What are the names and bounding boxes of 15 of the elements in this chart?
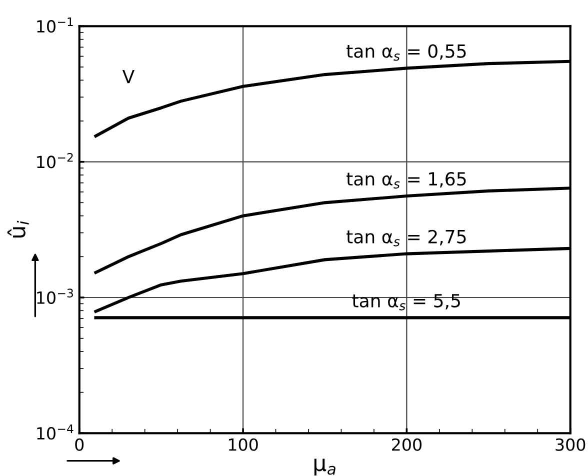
y-tick-label: 10$^{−4}$ xyxy=(37,424,74,440)
series-label: tan α$_{s}$ = 0,55 xyxy=(346,44,466,61)
y-tick-label: 10$^{−2}$ xyxy=(37,153,73,168)
series-label: tan α$_{s}$ = 1,65 xyxy=(346,172,466,189)
series-label: tan α$_{s}$ = 2,75 xyxy=(346,230,466,246)
series-label: tan α$_{s}$ = 5,5 xyxy=(352,294,460,310)
y-axis-title: û$_{i}$ xyxy=(7,220,29,238)
x-tick-label: 0 xyxy=(75,438,84,451)
y-tick-label: 10$^{−3}$ xyxy=(37,288,73,304)
x-tick-label: 100 xyxy=(228,438,258,451)
x-axis-title: μ$_{a}$ xyxy=(314,458,336,476)
x-tick-label: 300 xyxy=(556,438,586,451)
y-tick-label: 10$^{−1}$ xyxy=(37,18,73,33)
x-tick-label: 200 xyxy=(392,438,422,451)
annotation: V xyxy=(122,70,135,84)
